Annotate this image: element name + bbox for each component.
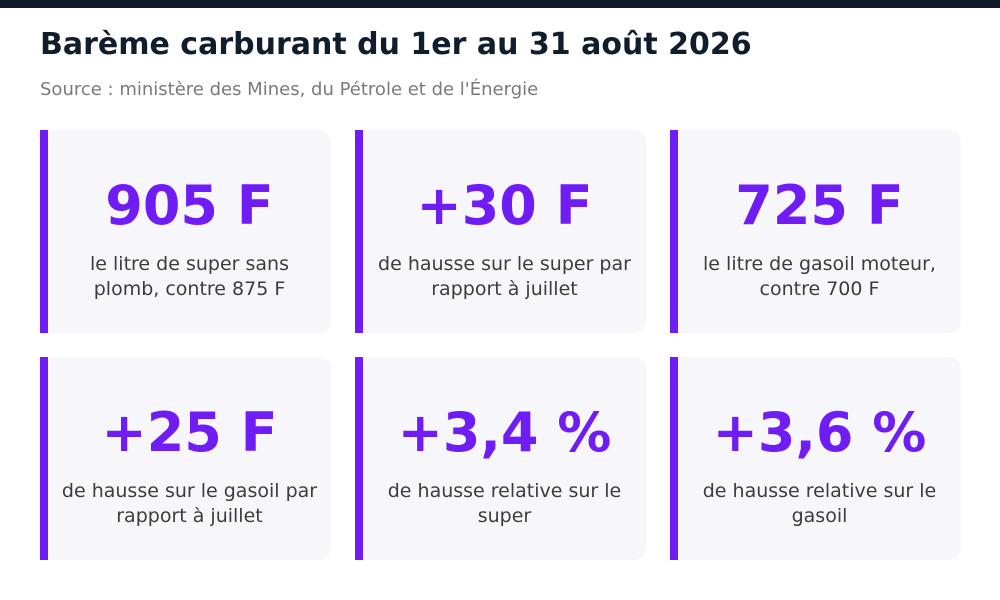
stat-label: de hausse relative sur le gasoil <box>702 480 937 527</box>
stat-card-gasoil-relative: +3,6 % de hausse relative sur le gasoil <box>670 357 961 560</box>
stat-value: +3,4 % <box>397 401 612 464</box>
stat-value: +3,6 % <box>712 401 927 464</box>
stat-label: le litre de super sans plomb, contre 875… <box>90 253 289 300</box>
stat-card-super-increase: +30 F de hausse sur le super par rapport… <box>355 130 646 333</box>
stat-label: de hausse sur le gasoil par rapport à ju… <box>61 480 318 527</box>
top-bar <box>0 0 1000 8</box>
stat-card-super-price: 905 F le litre de super sans plomb, cont… <box>40 130 331 333</box>
stat-label: le litre de gasoil moteur, contre 700 F <box>703 253 936 300</box>
stat-label: de hausse sur le super par rapport à jui… <box>378 253 631 300</box>
stat-card-super-relative: +3,4 % de hausse relative sur le super <box>355 357 646 560</box>
stat-value: +30 F <box>416 174 593 237</box>
stat-label: de hausse relative sur le super <box>387 480 622 527</box>
stat-value: 725 F <box>735 174 904 237</box>
stats-grid: 905 F le litre de super sans plomb, cont… <box>40 130 961 560</box>
stat-card-gasoil-price: 725 F le litre de gasoil moteur, contre … <box>670 130 961 333</box>
stat-value: +25 F <box>101 401 278 464</box>
page-title: Barème carburant du 1er au 31 août 2026 <box>40 27 752 62</box>
source-note: Source : ministère des Mines, du Pétrole… <box>40 79 539 100</box>
stat-card-gasoil-increase: +25 F de hausse sur le gasoil par rappor… <box>40 357 331 560</box>
stat-value: 905 F <box>105 174 274 237</box>
